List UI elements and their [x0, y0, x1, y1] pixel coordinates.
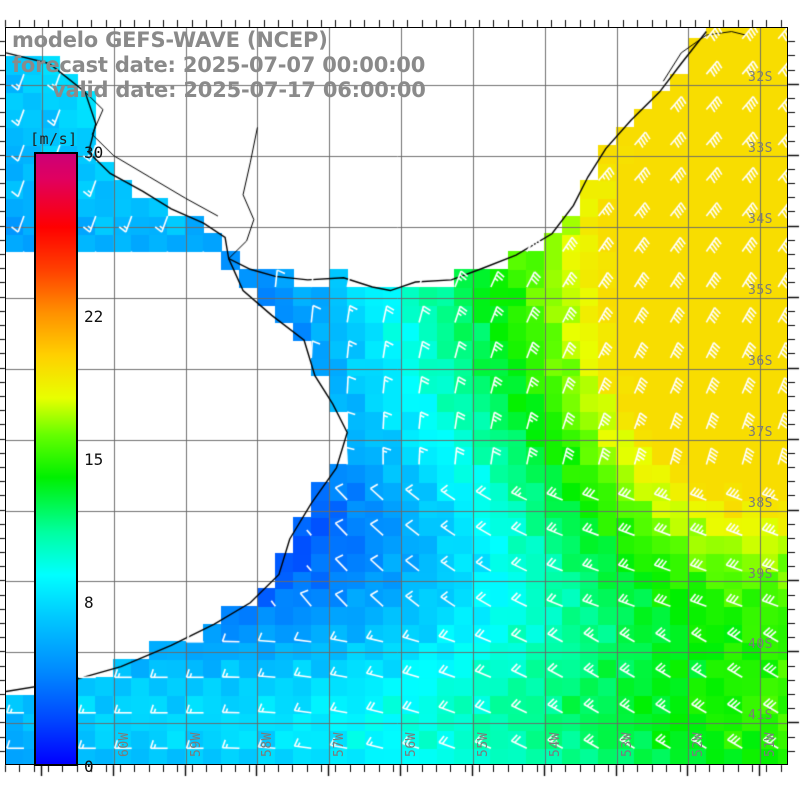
lon-label-58W: 58W — [260, 732, 276, 757]
lon-label-57W: 57W — [332, 732, 348, 757]
lat-label-32S: 32S — [748, 69, 773, 85]
map-frame — [5, 27, 788, 765]
lat-label-33S: 33S — [748, 140, 773, 156]
lon-label-55W: 55W — [475, 732, 491, 757]
colorbar-tick-8: 8 — [84, 593, 94, 613]
lat-label-40S: 40S — [748, 637, 773, 653]
colorbar-tick-30: 30 — [84, 143, 104, 162]
lat-label-35S: 35S — [748, 282, 773, 298]
lon-label-56W: 56W — [404, 732, 420, 757]
colorbar-tick-0: 0 — [84, 757, 94, 776]
lon-label-59W: 59W — [188, 732, 204, 757]
colorbar-unit-label: [m/s] — [30, 130, 78, 148]
lat-label-36S: 36S — [748, 353, 773, 369]
lon-label-60W: 60W — [116, 732, 132, 757]
lat-label-37S: 37S — [748, 424, 773, 440]
lat-label-38S: 38S — [748, 495, 773, 511]
colorbar-tick-15: 15 — [84, 450, 104, 469]
lon-label-51W: 51W — [763, 732, 779, 757]
lat-label-39S: 39S — [748, 566, 773, 582]
colorbar-tick-22: 22 — [84, 306, 104, 326]
lat-label-41S: 41S — [748, 708, 773, 724]
lon-label-52W: 52W — [691, 732, 707, 757]
data-layer — [6, 28, 787, 764]
lon-label-54W: 54W — [547, 732, 563, 757]
lon-label-53W: 53W — [619, 732, 635, 757]
lat-label-34S: 34S — [748, 211, 773, 227]
colorbar-gradient — [34, 152, 78, 766]
wind-field-canvas — [6, 28, 787, 764]
